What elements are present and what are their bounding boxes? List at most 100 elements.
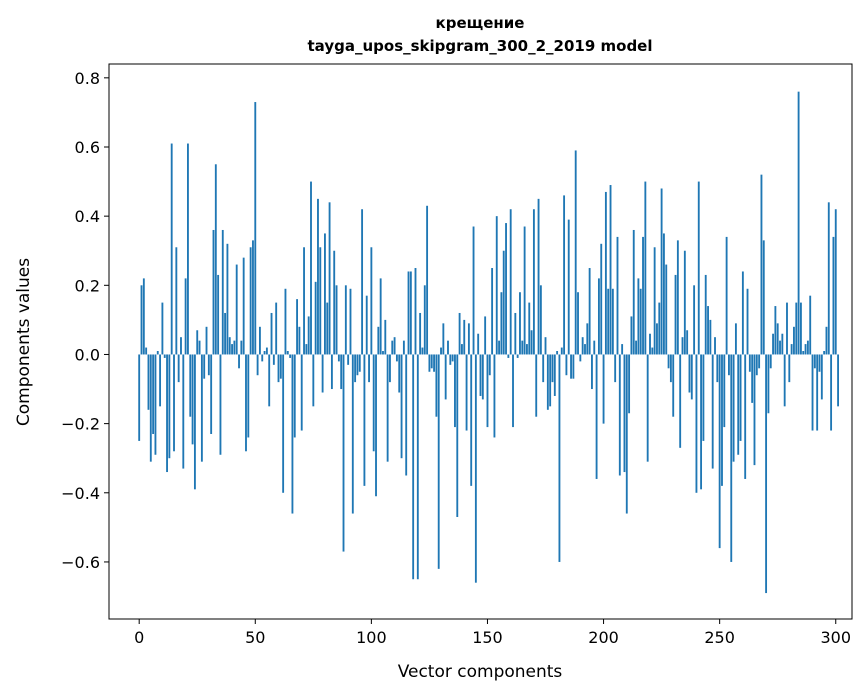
bar-3: [145, 347, 148, 355]
bar-235: [683, 250, 686, 355]
bar-149: [484, 316, 487, 355]
bar-238: [690, 354, 693, 400]
bar-10: [161, 302, 164, 355]
bar-97: [363, 354, 366, 486]
bar-17: [177, 354, 180, 383]
bar-51: [256, 354, 259, 376]
bar-192: [584, 344, 586, 355]
bar-215: [637, 278, 640, 355]
bar-88: [342, 354, 345, 552]
y-tick-label-4: 0.0: [75, 345, 100, 364]
bar-138: [458, 312, 461, 355]
bar-279: [786, 302, 788, 355]
bar-228: [667, 354, 670, 369]
bar-32: [212, 229, 215, 355]
bar-151: [488, 354, 491, 376]
bar-257: [734, 323, 737, 355]
bar-79: [321, 354, 324, 393]
bar-197: [595, 354, 598, 479]
bar-287: [804, 344, 807, 355]
bar-66: [291, 354, 294, 514]
bars-group: [138, 91, 839, 594]
bar-21: [187, 143, 189, 355]
bar-178: [551, 354, 554, 383]
bar-237: [688, 354, 691, 393]
bar-253: [725, 236, 728, 355]
bar-179: [553, 354, 556, 396]
bar-27: [200, 354, 203, 462]
bar-227: [665, 264, 668, 355]
bar-20: [184, 278, 187, 355]
bar-133: [447, 340, 449, 355]
bar-0: [138, 354, 141, 441]
bar-147: [479, 354, 482, 396]
bar-120: [416, 354, 419, 580]
bar-152: [491, 268, 494, 355]
bar-135: [451, 354, 454, 362]
bar-24: [193, 354, 196, 490]
bar-247: [711, 354, 714, 469]
bar-144: [472, 226, 475, 355]
x-tick-label-250: 250: [704, 628, 735, 647]
bar-217: [642, 236, 644, 355]
bar-116: [407, 271, 410, 355]
bar-146: [477, 333, 480, 355]
bar-148: [481, 354, 484, 400]
bar-47: [247, 354, 250, 438]
bar-36: [221, 229, 224, 355]
bar-284: [797, 91, 800, 355]
bar-158: [505, 223, 507, 355]
bar-67: [293, 354, 296, 438]
bar-216: [639, 288, 642, 355]
bar-118: [412, 354, 415, 580]
bar-273: [772, 333, 774, 355]
bar-299: [832, 236, 835, 355]
bar-171: [535, 354, 538, 417]
y-tick-label-3: 0.2: [75, 276, 100, 295]
bar-258: [737, 354, 740, 455]
bar-161: [512, 354, 514, 428]
bar-243: [702, 354, 705, 441]
bar-58: [272, 354, 275, 365]
bar-177: [549, 354, 552, 407]
bar-77: [317, 198, 319, 355]
bar-15: [173, 354, 175, 452]
bar-254: [728, 354, 730, 376]
bar-108: [389, 354, 391, 383]
bar-262: [746, 288, 749, 355]
bar-38: [226, 243, 229, 355]
bar-99: [368, 354, 370, 383]
bar-230: [672, 354, 675, 417]
bar-155: [498, 340, 501, 355]
bar-9: [159, 354, 162, 407]
bar-244: [704, 274, 707, 355]
bar-126: [430, 354, 433, 369]
bar-134: [449, 354, 452, 365]
bar-92: [351, 354, 354, 514]
bar-212: [630, 316, 633, 355]
bar-28: [203, 354, 206, 379]
bar-296: [825, 326, 828, 355]
bar-150: [486, 354, 489, 428]
bar-65: [289, 354, 292, 358]
bar-14: [170, 143, 173, 355]
bar-265: [753, 354, 756, 466]
bar-119: [414, 268, 417, 355]
bar-210: [625, 354, 628, 514]
bar-159: [507, 354, 510, 358]
bar-185: [567, 219, 570, 355]
bar-240: [695, 354, 698, 493]
bar-208: [621, 344, 624, 355]
bar-288: [806, 340, 809, 355]
bar-232: [676, 240, 679, 355]
bar-142: [467, 323, 470, 355]
bar-44: [240, 340, 243, 355]
bar-252: [723, 354, 726, 428]
bar-85: [335, 285, 338, 355]
bar-52: [258, 326, 261, 355]
bar-124: [426, 205, 429, 355]
bar-270: [765, 354, 768, 594]
y-tick-label-7: −0.6: [61, 553, 100, 572]
y-tick-label-5: −0.2: [61, 415, 100, 434]
